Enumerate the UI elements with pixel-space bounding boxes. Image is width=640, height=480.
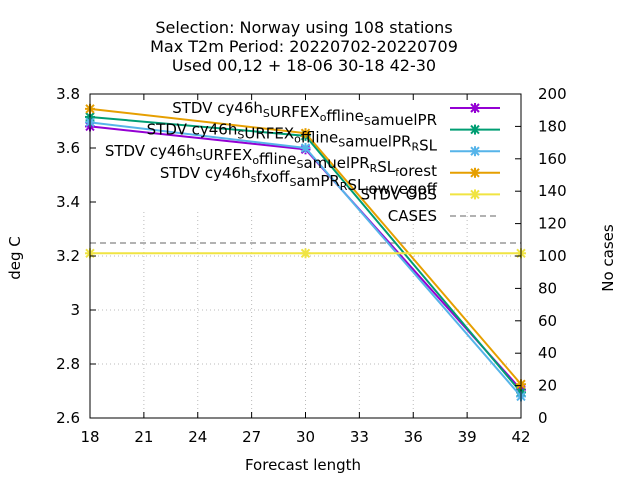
x-tick-label: 42 — [511, 428, 530, 446]
y2-tick-label: 20 — [538, 377, 557, 395]
x-tick-label: 36 — [404, 428, 423, 446]
series-3-marker — [300, 128, 311, 139]
legend-label-5: CASES — [388, 207, 437, 225]
x-tick-label: 33 — [350, 428, 369, 446]
x-tick-label: 27 — [242, 428, 261, 446]
x-tick-label: 39 — [458, 428, 477, 446]
series-4-marker — [300, 248, 311, 259]
title-line-3: Used 00,12 + 18-06 30-18 42-30 — [172, 56, 436, 75]
y2-tick-label: 200 — [538, 85, 567, 103]
y2-tick-label: 160 — [538, 150, 567, 168]
y2-tick-label: 80 — [538, 279, 557, 297]
y2-tick-label: 60 — [538, 312, 557, 330]
y-tick-label: 2.6 — [56, 409, 80, 427]
y2-tick-label: 120 — [538, 215, 567, 233]
legend-label-4: STDV OBS — [361, 185, 437, 203]
title-line-1: Selection: Norway using 108 stations — [155, 18, 452, 37]
legend-2-marker — [470, 146, 480, 157]
y-tick-label: 3.2 — [56, 247, 80, 265]
legend-1-marker — [470, 124, 480, 135]
legend-label-1: STDV cy46hSURFEXofflineSamuelPRRSL — [147, 121, 438, 155]
y-tick-label: 3 — [70, 301, 80, 319]
y-tick-label: 2.8 — [56, 355, 80, 373]
y2-tick-label: 0 — [538, 409, 548, 427]
x-tick-label: 21 — [134, 428, 153, 446]
x-tick-label: 30 — [296, 428, 315, 446]
y2-axis-label: No cases — [599, 224, 617, 292]
legend-4-marker — [470, 189, 480, 200]
y-axis-ticks: 3.8 3.6 3.4 3.2 3 2.8 2.6 — [56, 85, 96, 427]
y2-tick-label: 100 — [538, 247, 567, 265]
y-tick-label: 3.4 — [56, 193, 80, 211]
x-tick-label: 18 — [80, 428, 99, 446]
y-tick-label: 3.6 — [56, 139, 80, 157]
y-tick-label: 3.8 — [56, 85, 80, 103]
y2-tick-label: 140 — [538, 182, 567, 200]
x-tick-label: 24 — [188, 428, 207, 446]
title-line-2: Max T2m Period: 20220702-20220709 — [150, 37, 458, 56]
legend-label-3: STDV cy46hsfxoffSamPRRSLlowvegoff — [160, 164, 438, 198]
chart-title: Selection: Norway using 108 stations Max… — [150, 18, 458, 75]
legend-label-2: STDV cy46hSURFEXofflineSamuelPRRSLforest — [105, 142, 437, 180]
series-2-marker — [300, 143, 311, 153]
y2-tick-label: 180 — [538, 117, 567, 135]
legend-0-marker — [470, 103, 480, 113]
legend-3-marker — [470, 167, 480, 178]
series-lines — [85, 103, 526, 402]
x-axis-ticks: 18 21 24 27 30 33 36 39 42 — [80, 94, 531, 446]
y2-tick-label: 40 — [538, 344, 557, 362]
legend-label-0: STDV cy46hSURFEXofflineSamuelPR — [172, 99, 437, 129]
x-axis-label: Forecast length — [245, 456, 361, 474]
y-axis-label: deg C — [6, 236, 24, 280]
